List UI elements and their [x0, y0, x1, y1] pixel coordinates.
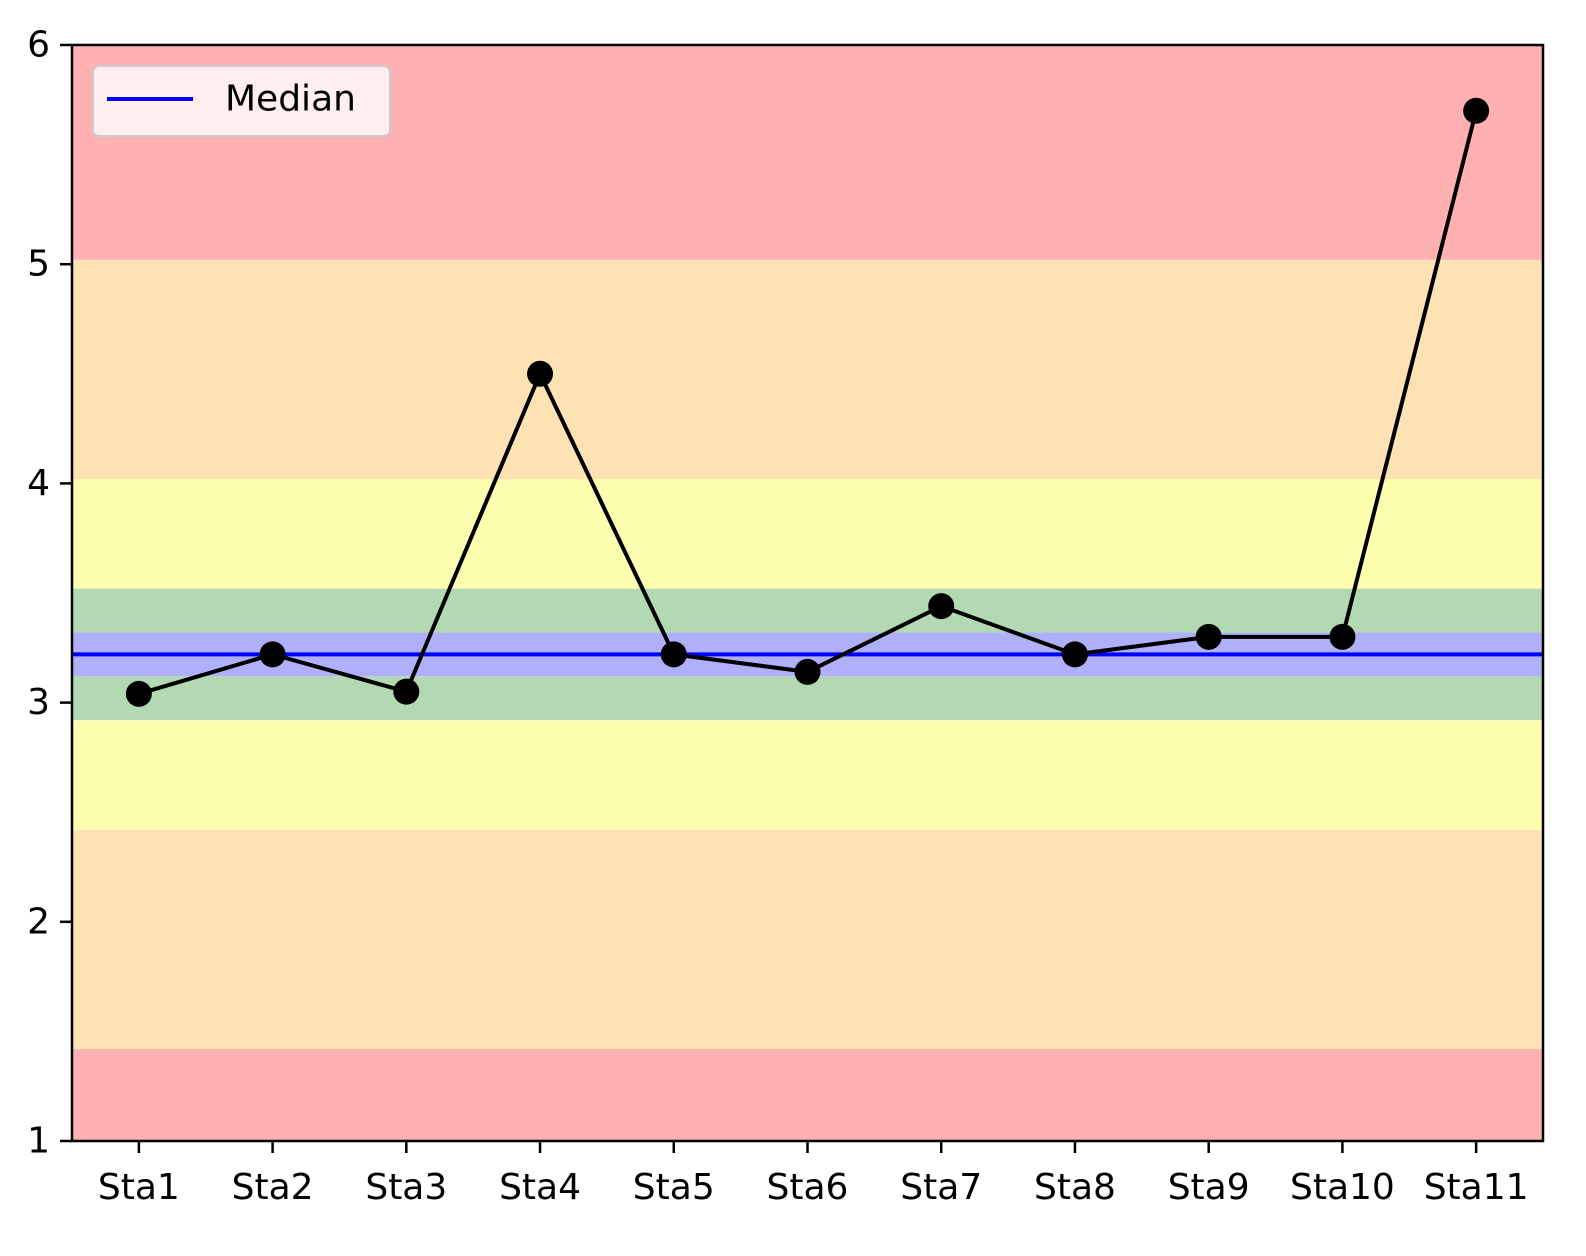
- point-sta5: [660, 641, 687, 668]
- point-sta7: [928, 593, 955, 620]
- y-tick-label: 4: [27, 463, 50, 504]
- x-axis: Sta1 Sta2 Sta3 Sta4 Sta5 Sta6 Sta7 Sta8 Sta9 Sta1…: [98, 1141, 1529, 1208]
- point-sta8: [1061, 641, 1088, 668]
- band-7: [72, 479, 1543, 589]
- x-tick-label: Sta5: [633, 1167, 715, 1208]
- y-tick-label: 6: [27, 25, 50, 66]
- point-sta1: [125, 680, 152, 707]
- background-bands: [72, 45, 1543, 1141]
- y-tick-label: 2: [27, 901, 50, 942]
- point-sta2: [259, 641, 286, 668]
- x-tick-label: Sta11: [1424, 1167, 1529, 1208]
- legend-label-median: Median: [225, 79, 356, 120]
- x-tick-label: Sta1: [98, 1167, 180, 1208]
- legend-box: [92, 65, 391, 137]
- legend: Median: [92, 65, 391, 137]
- data-points: [125, 97, 1490, 707]
- band-1: [72, 1048, 1543, 1141]
- y-tick-label: 5: [27, 244, 50, 285]
- point-sta3: [393, 678, 420, 705]
- x-tick-label: Sta8: [1034, 1167, 1116, 1208]
- point-sta11: [1463, 97, 1490, 124]
- x-tick-label: Sta6: [767, 1167, 849, 1208]
- x-tick-label: Sta3: [365, 1167, 447, 1208]
- x-tick-label: Sta7: [900, 1167, 982, 1208]
- y-tick-label: 3: [27, 682, 50, 723]
- y-tick-label: 1: [27, 1121, 50, 1162]
- point-sta6: [794, 658, 821, 685]
- x-tick-label: Sta10: [1290, 1167, 1395, 1208]
- x-tick-label: Sta9: [1168, 1167, 1250, 1208]
- point-sta10: [1329, 623, 1356, 650]
- point-sta4: [527, 360, 554, 387]
- band-8: [72, 259, 1543, 480]
- point-sta9: [1195, 623, 1222, 650]
- band-2: [72, 829, 1543, 1049]
- y-axis: 1 2 3 4 5 6: [27, 25, 72, 1162]
- x-tick-label: Sta2: [232, 1167, 314, 1208]
- band-6: [72, 588, 1543, 633]
- band-3: [72, 720, 1543, 830]
- x-tick-label: Sta4: [499, 1167, 581, 1208]
